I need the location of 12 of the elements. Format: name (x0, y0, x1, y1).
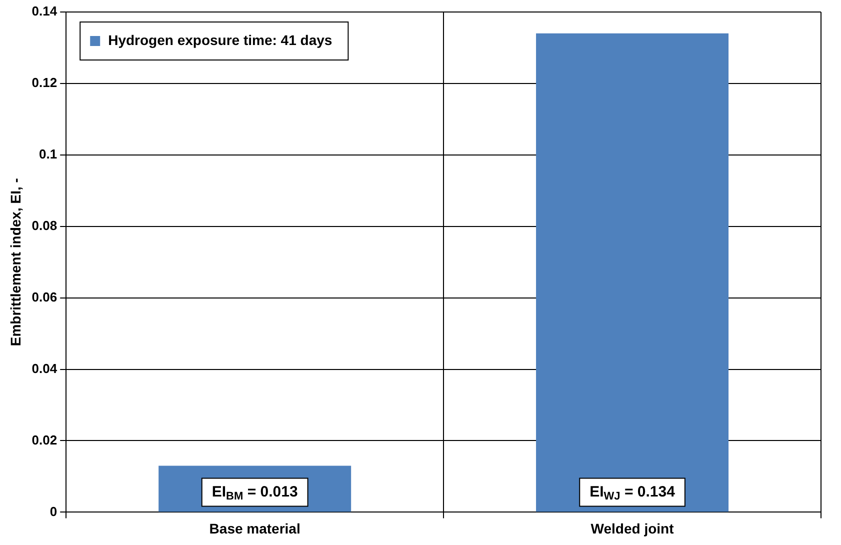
y-tick-label: 0.14 (32, 4, 58, 19)
y-tick-label: 0.1 (39, 146, 58, 162)
y-tick-label: 0.06 (32, 289, 58, 304)
x-tick-label: Welded joint (590, 520, 674, 536)
y-tick-label: 0 (50, 504, 58, 519)
y-axis-title: Embrittlement index, EI, - (7, 178, 24, 346)
legend-label: Hydrogen exposure time: 41 days (108, 32, 332, 48)
y-tick-label: 0.04 (32, 360, 58, 376)
y-tick-label: 0.02 (32, 432, 58, 448)
y-tick-label: 0.12 (32, 75, 58, 90)
y-tick-label: 0.08 (32, 218, 58, 233)
x-tick-label: Base material (209, 520, 300, 536)
